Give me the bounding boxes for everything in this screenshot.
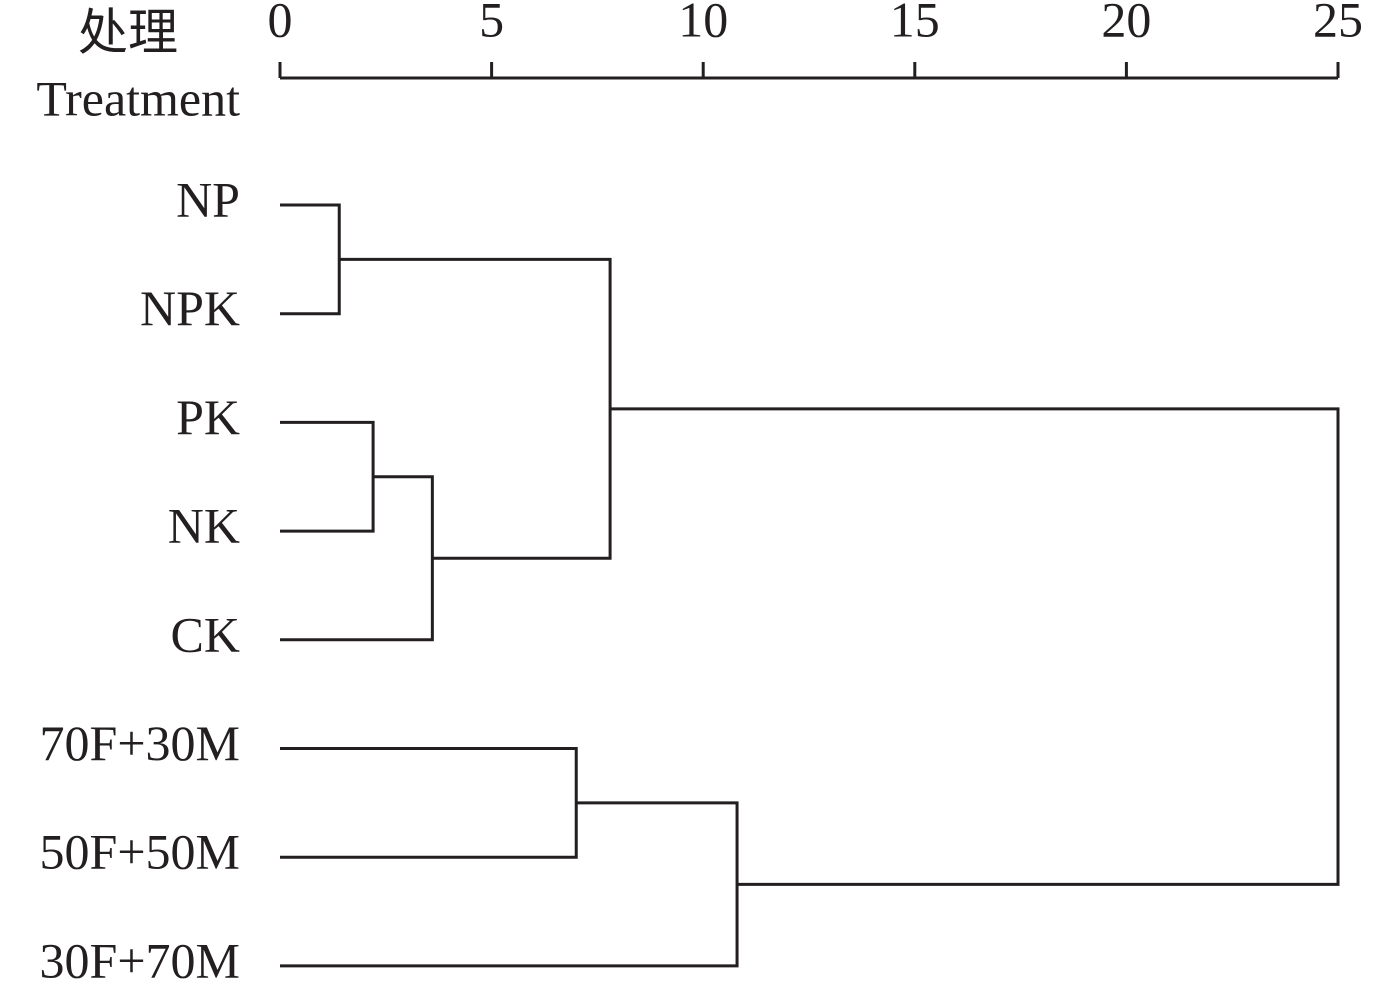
leaf-label: CK (171, 606, 240, 662)
merge-link (280, 420, 375, 533)
x-tick-label: 25 (1313, 0, 1363, 47)
leaf-label: 30F+70M (40, 932, 240, 984)
leaf-label: 70F+30M (40, 715, 240, 771)
leaf-label: NK (168, 498, 240, 554)
axis-label: Treatment (36, 70, 240, 126)
leaf-label: NP (176, 171, 240, 227)
x-tick-label: 20 (1101, 0, 1151, 47)
merge-link (339, 257, 612, 560)
leaf-label: PK (176, 389, 240, 445)
merge-link (280, 475, 434, 642)
merge-link (280, 747, 578, 859)
x-tick-label: 15 (890, 0, 940, 47)
leaf-label: NPK (140, 280, 240, 336)
axis-label: 处理 (78, 4, 178, 60)
merge-link (610, 407, 1340, 886)
x-tick-label: 10 (678, 0, 728, 47)
merge-link (280, 801, 739, 968)
merge-link (280, 203, 341, 316)
x-tick-label: 5 (479, 0, 504, 47)
leaf-label: 50F+50M (40, 824, 240, 880)
x-tick-label: 0 (268, 0, 293, 47)
